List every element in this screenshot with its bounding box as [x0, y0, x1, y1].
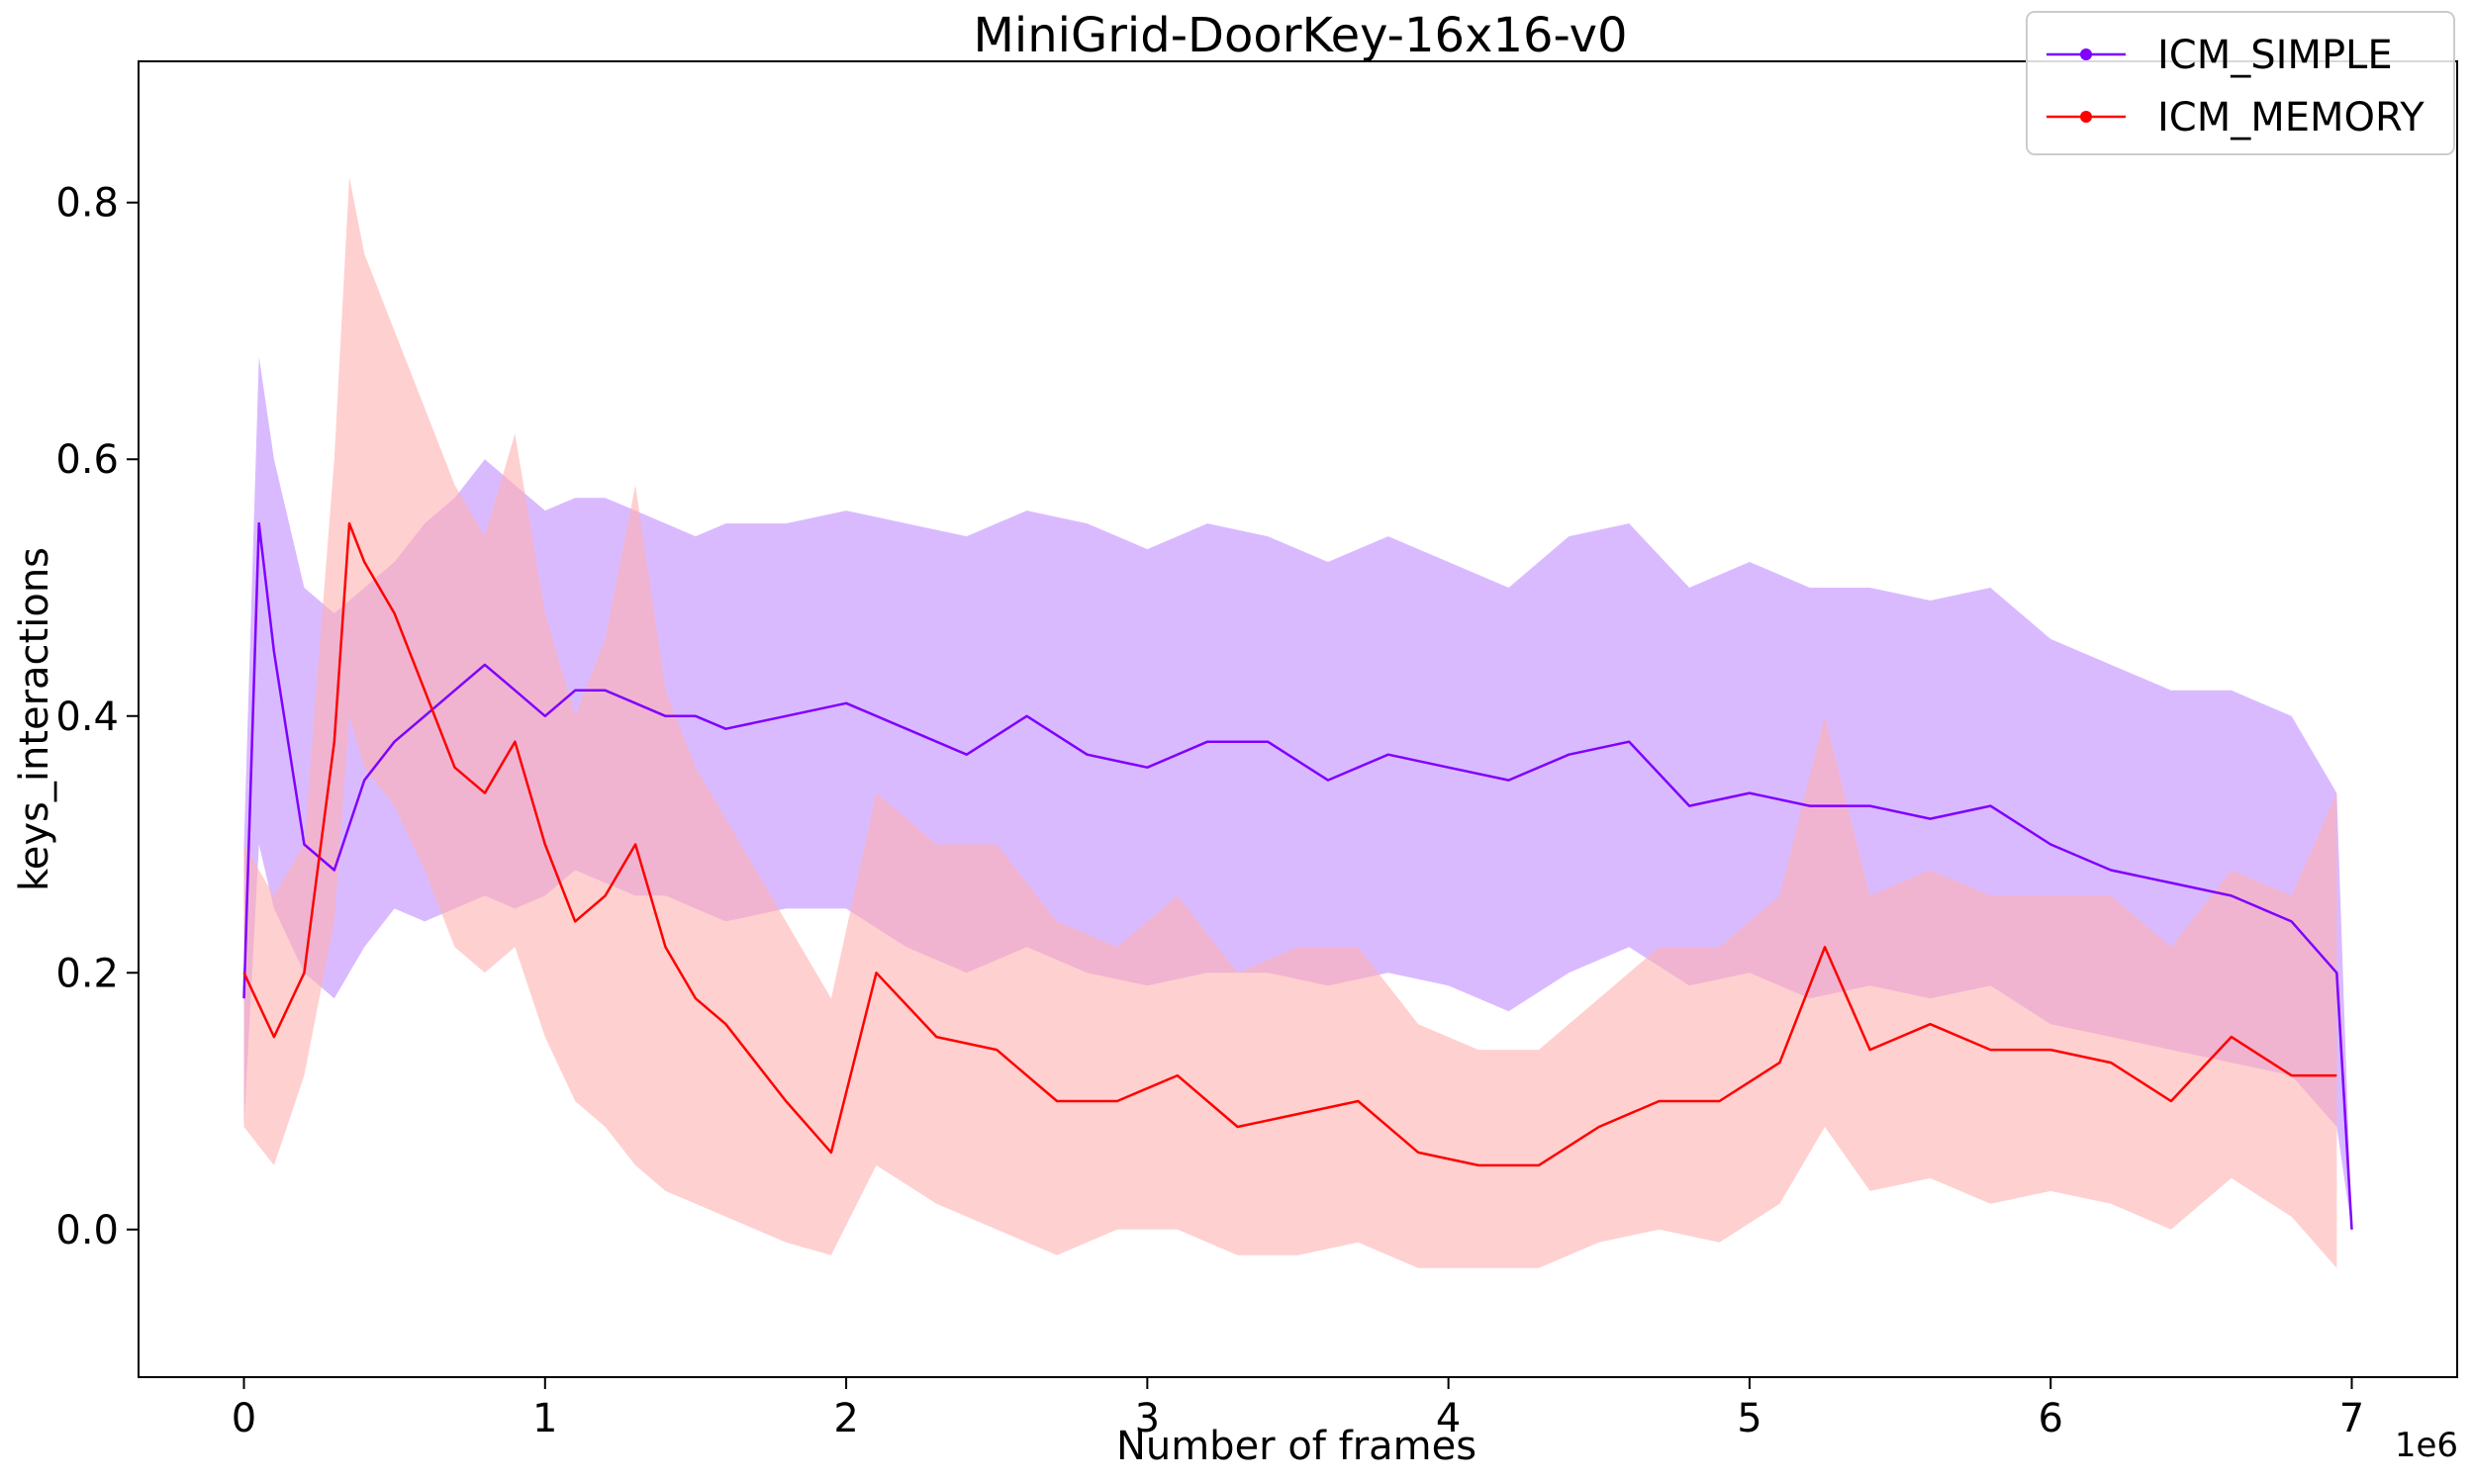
x-tick-label: 6 [2038, 1396, 2062, 1441]
legend-label-icm-memory: ICM_MEMORY [2157, 95, 2425, 140]
series-lines [242, 521, 2353, 1230]
legend-box [2026, 11, 2455, 155]
legend-label-icm-simple: ICM_SIMPLE [2157, 33, 2393, 78]
line-icm-simple [242, 521, 2353, 1230]
x-axis-ticks: 0 1 2 3 4 5 6 7 [232, 1377, 2364, 1441]
x-tick-label: 7 [2339, 1396, 2364, 1441]
y-axis-ticks: 0.0 0.2 0.4 0.6 0.8 [55, 181, 139, 1253]
legend: ICM_SIMPLE ICM_MEMORY [2026, 11, 2455, 155]
x-tick-label: 4 [1436, 1396, 1461, 1441]
y-tick-label: 0.0 [55, 1208, 119, 1253]
band-icm-memory [243, 176, 2337, 1268]
plot-frame [138, 60, 2458, 1378]
y-tick-label: 0.8 [55, 181, 119, 227]
x-tick-label: 5 [1737, 1396, 1761, 1441]
y-tick-label: 0.4 [55, 695, 119, 740]
x-axis-label: Number of frames [1116, 1424, 1476, 1469]
confidence-bands [243, 176, 2352, 1268]
y-tick-label: 0.2 [55, 951, 119, 996]
legend-marker-icm-memory [2080, 111, 2092, 123]
y-tick-label: 0.6 [55, 437, 119, 483]
chart-title: MiniGrid-DoorKey-16x16-v0 [973, 8, 1627, 63]
x-tick-label: 0 [232, 1396, 256, 1441]
band-icm-simple [243, 356, 2352, 1230]
line-icm-memory [242, 521, 2337, 1167]
x-axis-offset-label: 1e6 [2395, 1426, 2458, 1465]
x-tick-label: 2 [833, 1396, 858, 1441]
x-tick-label: 1 [532, 1396, 557, 1441]
legend-marker-icm-simple [2080, 48, 2092, 60]
y-axis-label: keys_interactions [12, 547, 57, 891]
x-tick-label: 3 [1135, 1396, 1160, 1441]
